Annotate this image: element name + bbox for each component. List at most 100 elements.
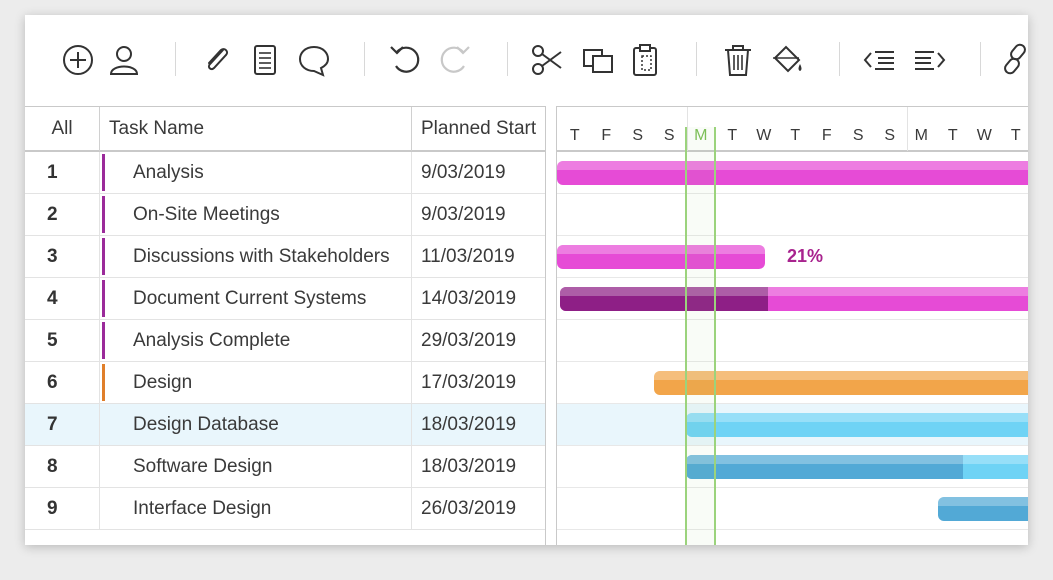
task-bar[interactable] — [560, 287, 1028, 311]
copy-icon[interactable] — [576, 38, 620, 82]
grid-header: All Task Name Planned Start — [25, 106, 545, 152]
table-row[interactable]: 1 Analysis 9/03/2019 — [25, 152, 545, 194]
task-bar[interactable] — [686, 413, 1028, 437]
planned-start-cell[interactable]: 14/03/2019 — [421, 288, 517, 309]
undo-icon[interactable] — [383, 38, 427, 82]
table-row[interactable]: 3 Discussions with Stakeholders 11/03/2019 — [25, 236, 545, 278]
row-color-indicator — [102, 238, 105, 275]
table-row[interactable]: 8 Software Design 18/03/2019 — [25, 446, 545, 488]
task-name-cell[interactable]: Software Design — [100, 446, 412, 487]
day-label: W — [756, 127, 772, 144]
task-name-cell[interactable]: Discussions with Stakeholders — [100, 236, 412, 277]
gantt-row — [557, 320, 1028, 362]
day-label: M — [694, 127, 708, 144]
task-name-header[interactable]: Task Name — [100, 107, 412, 151]
task-bar[interactable] — [938, 497, 1028, 521]
task-progress — [560, 287, 768, 311]
attachment-icon[interactable] — [195, 38, 239, 82]
day-label: W — [976, 127, 992, 144]
task-grid: All Task Name Planned Start 1 Analysis 9/0… — [25, 106, 545, 545]
bar-highlight — [557, 245, 765, 254]
user-icon[interactable] — [102, 38, 146, 82]
day-label: T — [727, 127, 738, 144]
toolbar-separator — [175, 42, 176, 76]
day-label: S — [852, 127, 864, 144]
planned-start-header[interactable]: Planned Start — [421, 118, 537, 139]
bar-highlight — [686, 455, 1028, 464]
row-number: 1 — [25, 152, 100, 193]
row-number: 7 — [25, 404, 100, 445]
task-bar[interactable] — [686, 455, 1028, 479]
day-label: T — [1010, 127, 1021, 144]
table-row[interactable]: 9 Interface Design 26/03/2019 — [25, 488, 545, 530]
day-label: T — [947, 127, 958, 144]
link-icon[interactable] — [995, 38, 1028, 82]
task-bar[interactable] — [654, 371, 1028, 395]
delete-icon[interactable] — [716, 38, 760, 82]
bar-highlight — [654, 371, 1028, 380]
table-row[interactable]: 5 Analysis Complete 29/03/2019 — [25, 320, 545, 362]
planned-start-cell[interactable]: 26/03/2019 — [421, 498, 517, 519]
table-row[interactable]: 6 Design 17/03/2019 — [25, 362, 545, 404]
planned-start-cell[interactable]: 18/03/2019 — [421, 456, 517, 477]
task-name-cell[interactable]: Analysis Complete — [100, 320, 412, 361]
gantt-row — [557, 194, 1028, 236]
outdent-icon[interactable] — [858, 38, 902, 82]
toolbar-separator — [507, 42, 508, 76]
planned-start-cell[interactable]: 17/03/2019 — [421, 372, 517, 393]
comment-icon[interactable] — [292, 38, 336, 82]
gantt-chart: T F S S M T W T F S S M T W T 21% — [557, 106, 1028, 545]
task-bar[interactable] — [557, 161, 1028, 185]
gantt-row — [557, 236, 1028, 278]
row-number: 2 — [25, 194, 100, 235]
task-name-cell[interactable]: On-Site Meetings — [100, 194, 412, 235]
row-number: 8 — [25, 446, 100, 487]
today-marker — [685, 127, 716, 545]
day-label: F — [601, 127, 612, 144]
row-color-indicator — [102, 322, 105, 359]
task-name-cell[interactable]: Design Database — [100, 404, 412, 445]
table-row[interactable]: 7 Design Database 18/03/2019 — [25, 404, 545, 446]
add-icon[interactable] — [56, 38, 100, 82]
planned-start-cell[interactable]: 9/03/2019 — [421, 162, 506, 183]
task-name-cell[interactable]: Analysis — [100, 152, 412, 193]
row-number: 6 — [25, 362, 100, 403]
app-window: All Task Name Planned Start 1 Analysis 9/0… — [25, 15, 1028, 545]
toolbar-separator — [980, 42, 981, 76]
paste-icon[interactable] — [623, 38, 667, 82]
planned-start-cell[interactable]: 29/03/2019 — [421, 330, 517, 351]
cut-icon[interactable] — [525, 38, 569, 82]
gantt-row — [557, 362, 1028, 404]
bar-highlight — [557, 161, 1028, 170]
table-row[interactable]: 4 Document Current Systems 14/03/2019 — [25, 278, 545, 320]
row-color-indicator — [102, 280, 105, 317]
planned-start-cell[interactable]: 11/03/2019 — [421, 246, 515, 267]
select-all-header[interactable]: All — [25, 107, 100, 151]
row-color-indicator — [102, 196, 105, 233]
toolbar-separator — [364, 42, 365, 76]
task-name-cell[interactable]: Interface Design — [100, 488, 412, 529]
pane-splitter[interactable] — [545, 106, 557, 545]
toolbar-separator — [696, 42, 697, 76]
row-number: 5 — [25, 320, 100, 361]
task-name-cell[interactable]: Document Current Systems — [100, 278, 412, 319]
table-row[interactable]: 2 On-Site Meetings 9/03/2019 — [25, 194, 545, 236]
task-name-cell[interactable]: Design — [100, 362, 412, 403]
task-progress — [686, 455, 963, 479]
day-label: S — [884, 127, 896, 144]
row-number: 3 — [25, 236, 100, 277]
planned-start-cell[interactable]: 18/03/2019 — [421, 414, 517, 435]
week-separator — [907, 107, 908, 151]
planned-start-cell[interactable]: 9/03/2019 — [421, 204, 506, 225]
task-bar[interactable] — [557, 245, 765, 269]
row-number: 9 — [25, 488, 100, 529]
indent-icon[interactable] — [907, 38, 951, 82]
bar-highlight — [560, 287, 1028, 296]
notes-icon[interactable] — [243, 38, 287, 82]
day-label: S — [663, 127, 675, 144]
day-label: F — [821, 127, 832, 144]
redo-icon[interactable] — [433, 38, 477, 82]
fill-color-icon[interactable] — [765, 38, 809, 82]
day-label: S — [632, 127, 644, 144]
